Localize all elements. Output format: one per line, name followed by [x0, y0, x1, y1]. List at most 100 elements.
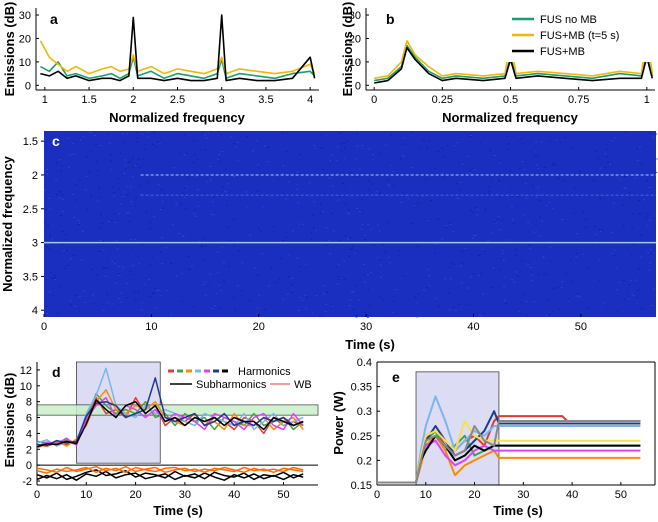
- series-line: [37, 399, 304, 448]
- heatmap-noise: [297, 310, 300, 311]
- heatmap-noise: [127, 212, 130, 214]
- heatmap-noise: [120, 301, 123, 303]
- heatmap-noise: [199, 149, 202, 151]
- heatmap-noise: [366, 316, 369, 318]
- x-tick-label: 50: [615, 489, 627, 501]
- heatmap-noise: [510, 185, 513, 187]
- heatmap-noise: [134, 206, 137, 207]
- heatmap-noise: [77, 224, 80, 226]
- heatmap-noise: [123, 172, 126, 174]
- y-axis-title: Emissions (dB): [340, 2, 355, 97]
- heatmap-noise: [476, 208, 479, 210]
- heatmap-noise: [54, 277, 57, 279]
- heatmap-noise: [564, 272, 567, 274]
- heatmap-noise: [125, 297, 128, 299]
- heatmap-noise: [48, 208, 51, 210]
- x-tick-label: 30: [517, 489, 529, 501]
- heatmap-noise: [417, 202, 420, 204]
- heatmap-noise: [354, 252, 357, 254]
- heatmap-noise: [305, 296, 308, 298]
- heatmap-noise: [545, 205, 548, 207]
- heatmap-noise: [537, 273, 540, 275]
- heatmap-noise: [649, 262, 652, 264]
- heatmap-noise: [578, 296, 581, 297]
- heatmap-noise: [652, 136, 655, 138]
- heatmap-noise: [257, 190, 260, 192]
- heatmap-noise: [469, 136, 472, 137]
- heatmap-noise: [284, 198, 287, 200]
- heatmap-noise: [347, 209, 350, 210]
- heatmap-noise: [102, 267, 105, 269]
- heatmap-noise: [273, 226, 275, 227]
- heatmap-noise: [157, 141, 160, 143]
- heatmap-noise: [80, 259, 83, 261]
- heatmap-noise: [511, 279, 514, 281]
- heatmap-noise: [232, 143, 235, 145]
- heatmap-noise: [241, 262, 244, 264]
- heatmap-noise: [180, 300, 183, 302]
- heatmap-noise: [616, 289, 619, 291]
- heatmap-noise: [375, 191, 378, 193]
- heatmap-noise: [140, 193, 143, 195]
- heatmap-noise: [514, 254, 517, 256]
- heatmap-noise: [499, 258, 502, 260]
- heatmap-noise: [87, 172, 90, 174]
- heatmap-noise: [557, 177, 560, 179]
- heatmap-noise: [125, 133, 128, 135]
- heatmap-noise: [473, 169, 476, 171]
- x-tick-label: 0.75: [568, 94, 589, 106]
- heatmap-noise: [188, 269, 191, 271]
- heatmap-noise: [227, 226, 230, 228]
- heatmap-noise: [496, 193, 499, 195]
- heatmap-noise: [369, 229, 372, 231]
- heatmap-noise: [569, 259, 572, 261]
- heatmap-noise: [477, 274, 480, 276]
- heatmap-noise: [347, 212, 350, 214]
- heatmap-noise: [371, 158, 374, 160]
- heatmap-noise: [504, 299, 507, 301]
- heatmap-noise: [98, 196, 101, 198]
- series-line: [377, 434, 641, 484]
- y-tick-label: 30: [19, 10, 31, 22]
- heatmap-noise: [258, 228, 261, 229]
- heatmap-noise: [203, 281, 206, 283]
- heatmap-noise: [482, 293, 485, 295]
- heatmap-noise: [367, 189, 369, 191]
- heatmap-noise: [371, 157, 374, 159]
- heatmap-noise: [98, 250, 101, 252]
- heatmap-noise: [141, 158, 144, 160]
- heatmap-noise: [84, 189, 87, 191]
- heatmap-noise: [522, 214, 525, 216]
- heatmap-noise: [160, 251, 162, 253]
- heatmap-noise: [480, 273, 483, 275]
- heatmap-noise: [576, 293, 579, 295]
- heatmap-noise: [537, 167, 540, 169]
- legend-label: Harmonics: [238, 366, 291, 378]
- heatmap-noise: [379, 153, 382, 155]
- heatmap-noise: [222, 186, 225, 188]
- x-axis-title: Time (s): [153, 503, 203, 518]
- heatmap-noise: [258, 294, 261, 296]
- heatmap-noise: [148, 295, 151, 297]
- heatmap-noise: [256, 307, 259, 309]
- heatmap-noise: [369, 305, 371, 306]
- heatmap-noise: [606, 309, 609, 311]
- heatmap-noise: [347, 238, 349, 240]
- heatmap-noise: [310, 232, 313, 234]
- heatmap-noise: [49, 271, 52, 273]
- heatmap-noise: [343, 157, 346, 159]
- x-tick-label: 20: [468, 489, 480, 501]
- heatmap-noise: [517, 196, 519, 198]
- heatmap-noise: [525, 197, 528, 199]
- heatmap-noise: [340, 150, 343, 152]
- heatmap-noise: [367, 224, 370, 226]
- heatmap-noise: [496, 218, 499, 220]
- x-tick-label: 1: [644, 94, 650, 106]
- heatmap-noise: [598, 279, 601, 281]
- heatmap-noise: [561, 281, 564, 283]
- heatmap-noise: [197, 205, 200, 207]
- heatmap-noise: [126, 212, 129, 214]
- heatmap-noise: [515, 271, 518, 273]
- heatmap-noise: [173, 167, 176, 169]
- heatmap-noise: [132, 274, 135, 275]
